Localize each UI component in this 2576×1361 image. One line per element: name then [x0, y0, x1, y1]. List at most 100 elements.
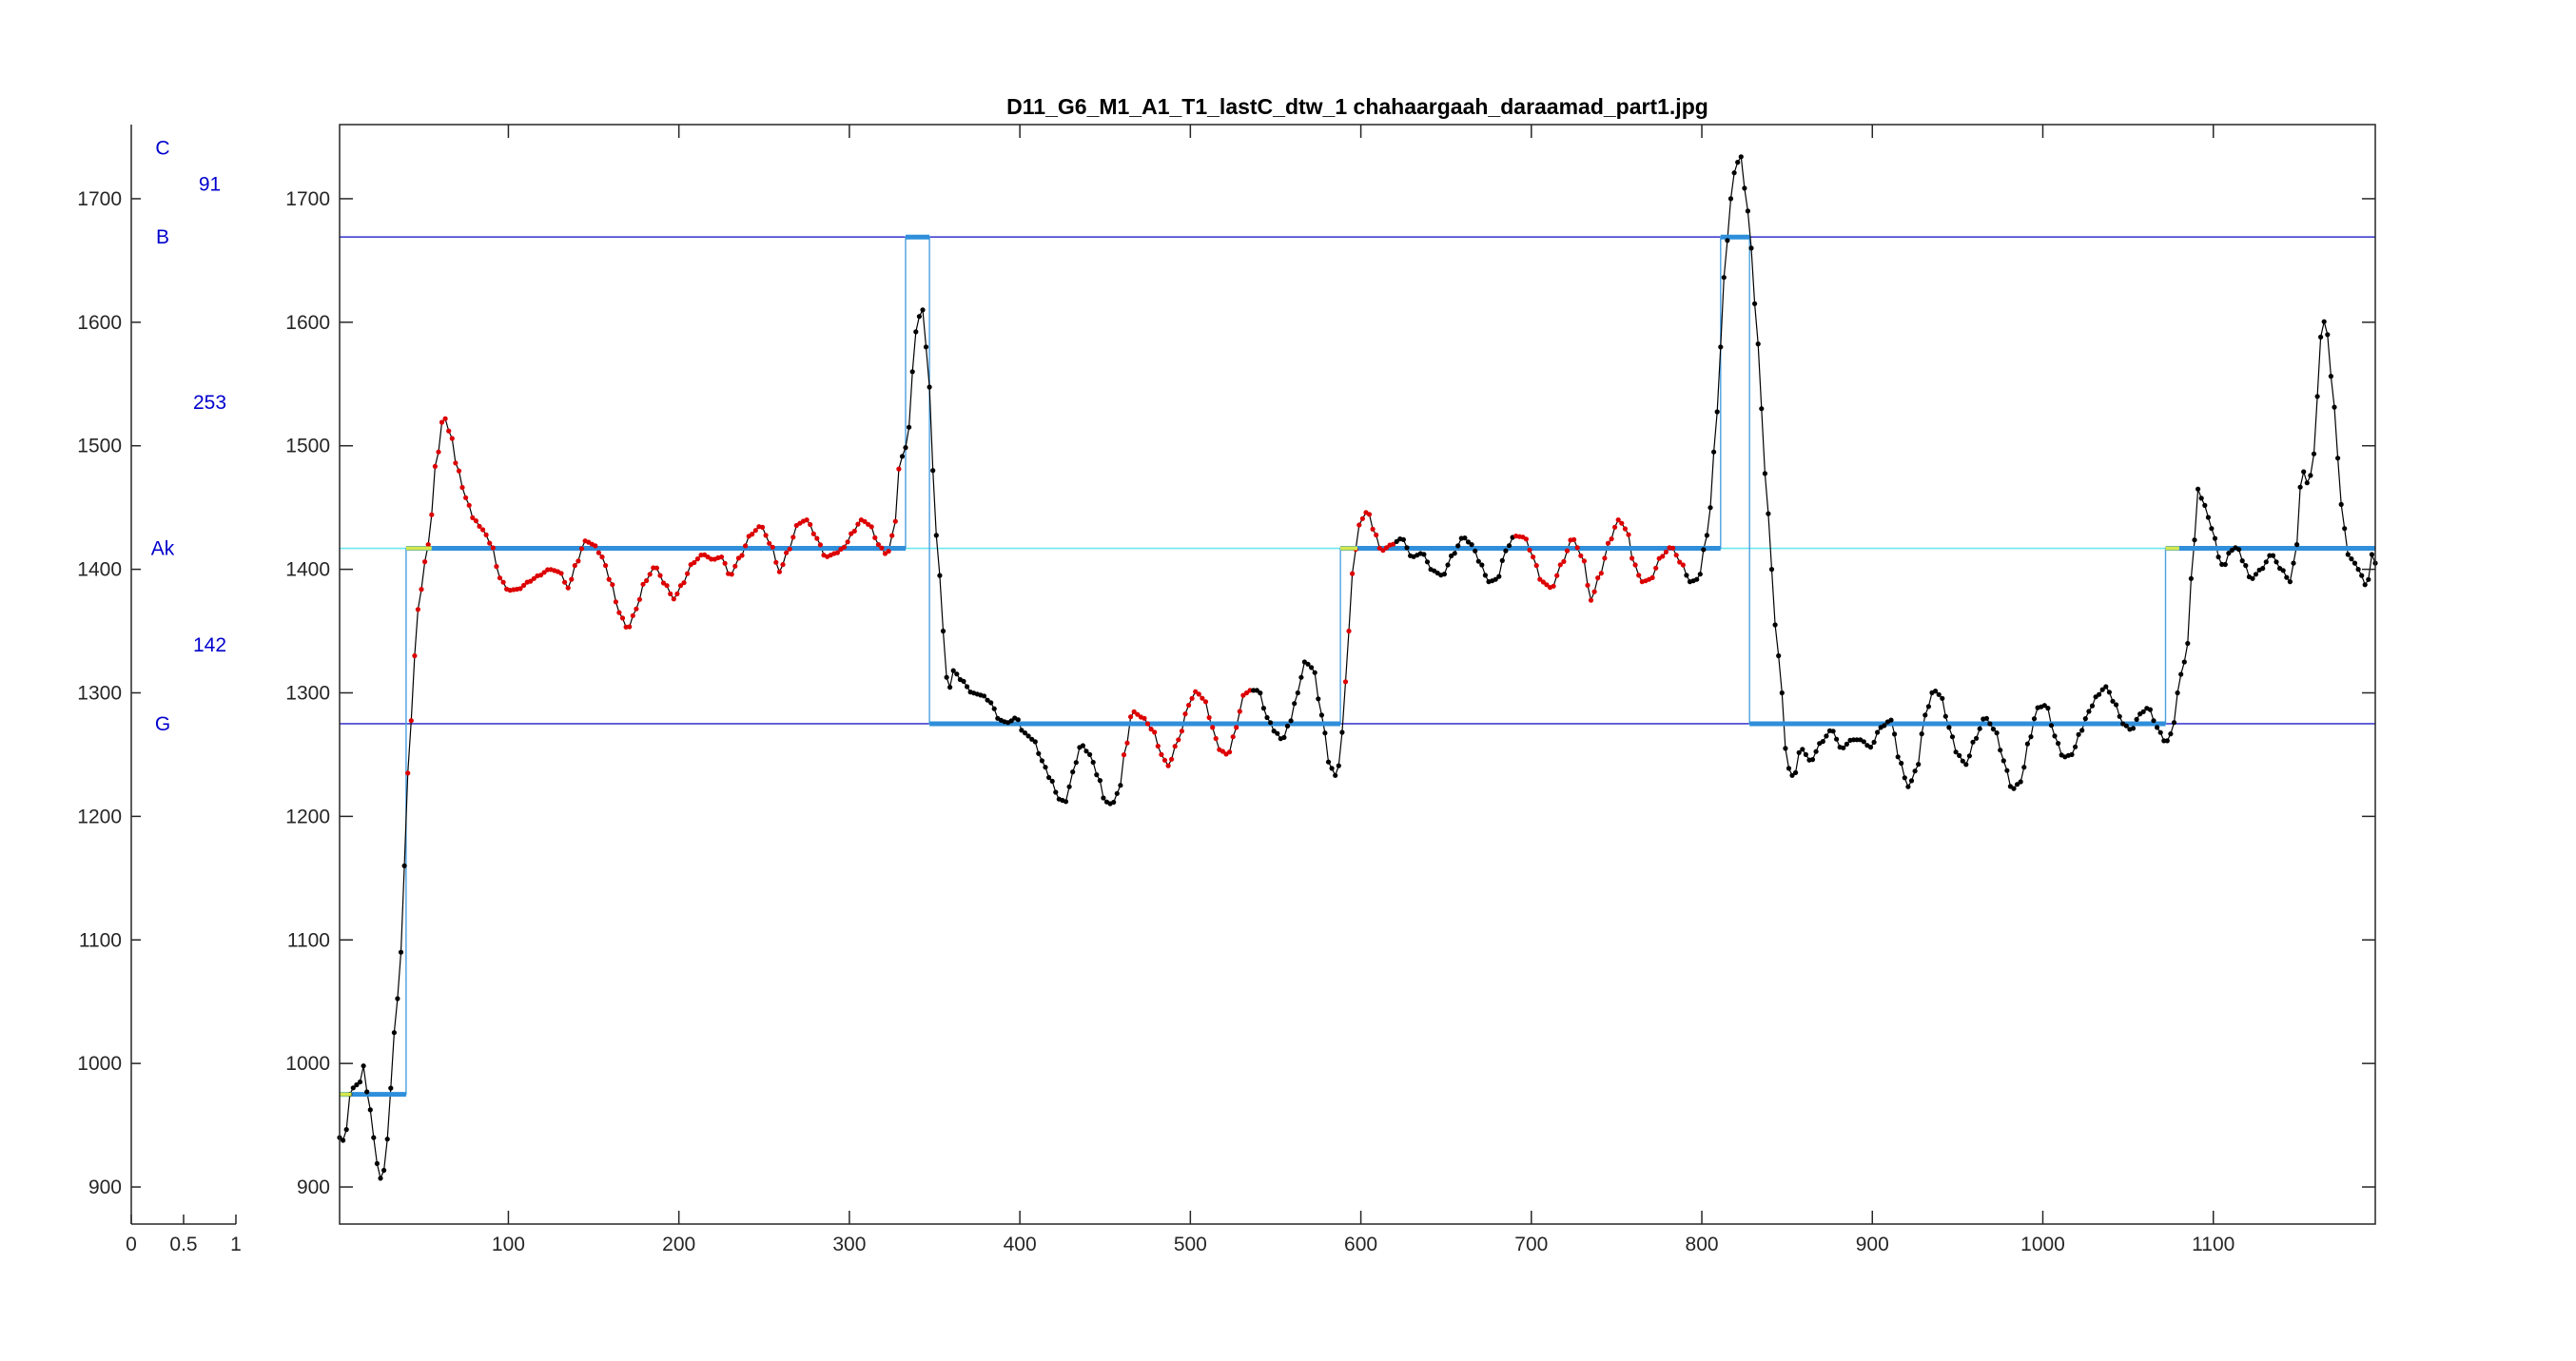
pitch-point — [459, 484, 465, 491]
pitch-point — [923, 344, 929, 350]
pitch-point — [776, 569, 783, 574]
pitch-point — [2260, 566, 2266, 572]
pitch-point — [1029, 736, 1035, 742]
pitch-point — [2056, 741, 2061, 747]
pitch-point — [1609, 536, 1614, 542]
pitch-point — [541, 570, 547, 575]
note-annotation: C — [155, 138, 169, 160]
pitch-point — [937, 573, 943, 578]
pitch-point — [1809, 757, 1816, 763]
pitch-point — [1070, 769, 1076, 775]
pitch-point — [1148, 727, 1154, 732]
main-y-tick-label: 1700 — [285, 188, 330, 210]
pitch-point — [644, 577, 650, 584]
pitch-point — [1987, 721, 1993, 727]
pitch-point — [2086, 709, 2092, 714]
pitch-point — [1309, 665, 1315, 671]
pitch-point — [1595, 575, 1601, 581]
note-annotation: 253 — [193, 392, 226, 414]
pitch-point — [2335, 456, 2341, 461]
pitch-point — [1121, 752, 1127, 758]
pitch-point — [1046, 774, 1052, 781]
pitch-point — [814, 535, 820, 541]
pitch-point — [1591, 589, 1597, 594]
pitch-point — [2222, 561, 2228, 568]
pitch-point — [767, 540, 772, 546]
pitch-point — [1762, 471, 1767, 476]
pitch-point — [2079, 728, 2085, 733]
pitch-point — [1394, 538, 1399, 545]
pitch-point — [381, 1167, 387, 1174]
pitch-point — [1441, 572, 1447, 577]
side-y-ticks: 900 1000 1100 1200 1300 1400 1500 1600 1700 — [77, 188, 141, 1198]
pitch-point — [1506, 543, 1512, 549]
pitch-point — [1036, 750, 1042, 756]
pitch-point — [1718, 344, 1724, 350]
pitch-point — [2280, 568, 2286, 574]
pitch-point — [2345, 552, 2351, 557]
pitch-point — [572, 563, 577, 569]
pitch-point — [1144, 721, 1151, 727]
main-y-tick-label: 1400 — [285, 559, 330, 581]
pitch-point — [2352, 560, 2358, 566]
pitch-point — [729, 572, 734, 577]
pitch-point — [2031, 716, 2038, 722]
pitch-point — [750, 532, 755, 537]
pitch-point — [2362, 582, 2368, 588]
pitch-point — [1329, 766, 1335, 771]
pitch-point — [630, 612, 635, 618]
pitch-point — [2164, 738, 2170, 744]
pitch-point — [1772, 622, 1778, 628]
pitch-point — [2134, 716, 2139, 723]
note-annotation: B — [156, 226, 169, 248]
pitch-point — [374, 1160, 380, 1166]
pitch-point — [1731, 170, 1737, 176]
pitch-point — [1073, 760, 1079, 766]
pitch-point — [2338, 501, 2344, 508]
pitch-point — [1152, 729, 1158, 735]
pitch-point — [1087, 751, 1093, 758]
main-x-tick-label: 900 — [1856, 1234, 1889, 1255]
pitch-point — [1527, 547, 1532, 554]
pitch-point — [2151, 718, 2156, 724]
pitch-point — [1994, 730, 2000, 736]
pitch-point — [405, 770, 411, 776]
pitch-point — [1322, 730, 1328, 736]
pitch-point — [1475, 558, 1481, 564]
pitch-point — [531, 575, 537, 581]
pitch-point — [1841, 745, 1846, 750]
pitch-point — [681, 580, 687, 586]
pitch-point — [1793, 769, 1799, 776]
pitch-point — [694, 556, 701, 562]
pitch-point — [636, 596, 643, 602]
side-y-tick-label: 900 — [88, 1176, 122, 1198]
pitch-point — [439, 419, 445, 425]
pitch-point — [1383, 545, 1390, 551]
pitch-point — [619, 615, 626, 621]
pitch-point — [494, 564, 499, 570]
pitch-point — [1766, 511, 1771, 516]
pitch-point — [1882, 723, 1887, 729]
pitch-point — [1704, 533, 1709, 538]
pitch-point — [1400, 536, 1406, 543]
pitch-point — [1738, 154, 1744, 160]
pitch-point — [2236, 547, 2242, 553]
pitch-point — [378, 1176, 383, 1181]
pitch-point — [2052, 733, 2058, 739]
pitch-point — [1708, 505, 1713, 511]
side-y-tick-label: 1200 — [77, 806, 122, 827]
pitch-point — [1339, 729, 1345, 735]
pitch-point — [1998, 748, 2003, 753]
pitch-point — [1615, 517, 1621, 523]
pitch-point — [1473, 548, 1478, 554]
pitch-point — [2048, 723, 2055, 729]
pitch-point — [1380, 548, 1386, 554]
pitch-point — [453, 460, 459, 466]
pitch-point — [599, 554, 605, 560]
pitch-point — [916, 314, 923, 320]
pitch-point — [1452, 551, 1457, 556]
pitch-point — [1128, 714, 1134, 720]
pitch-point — [442, 416, 448, 421]
note-annotations: 137C91B253Ak142G — [151, 138, 226, 735]
